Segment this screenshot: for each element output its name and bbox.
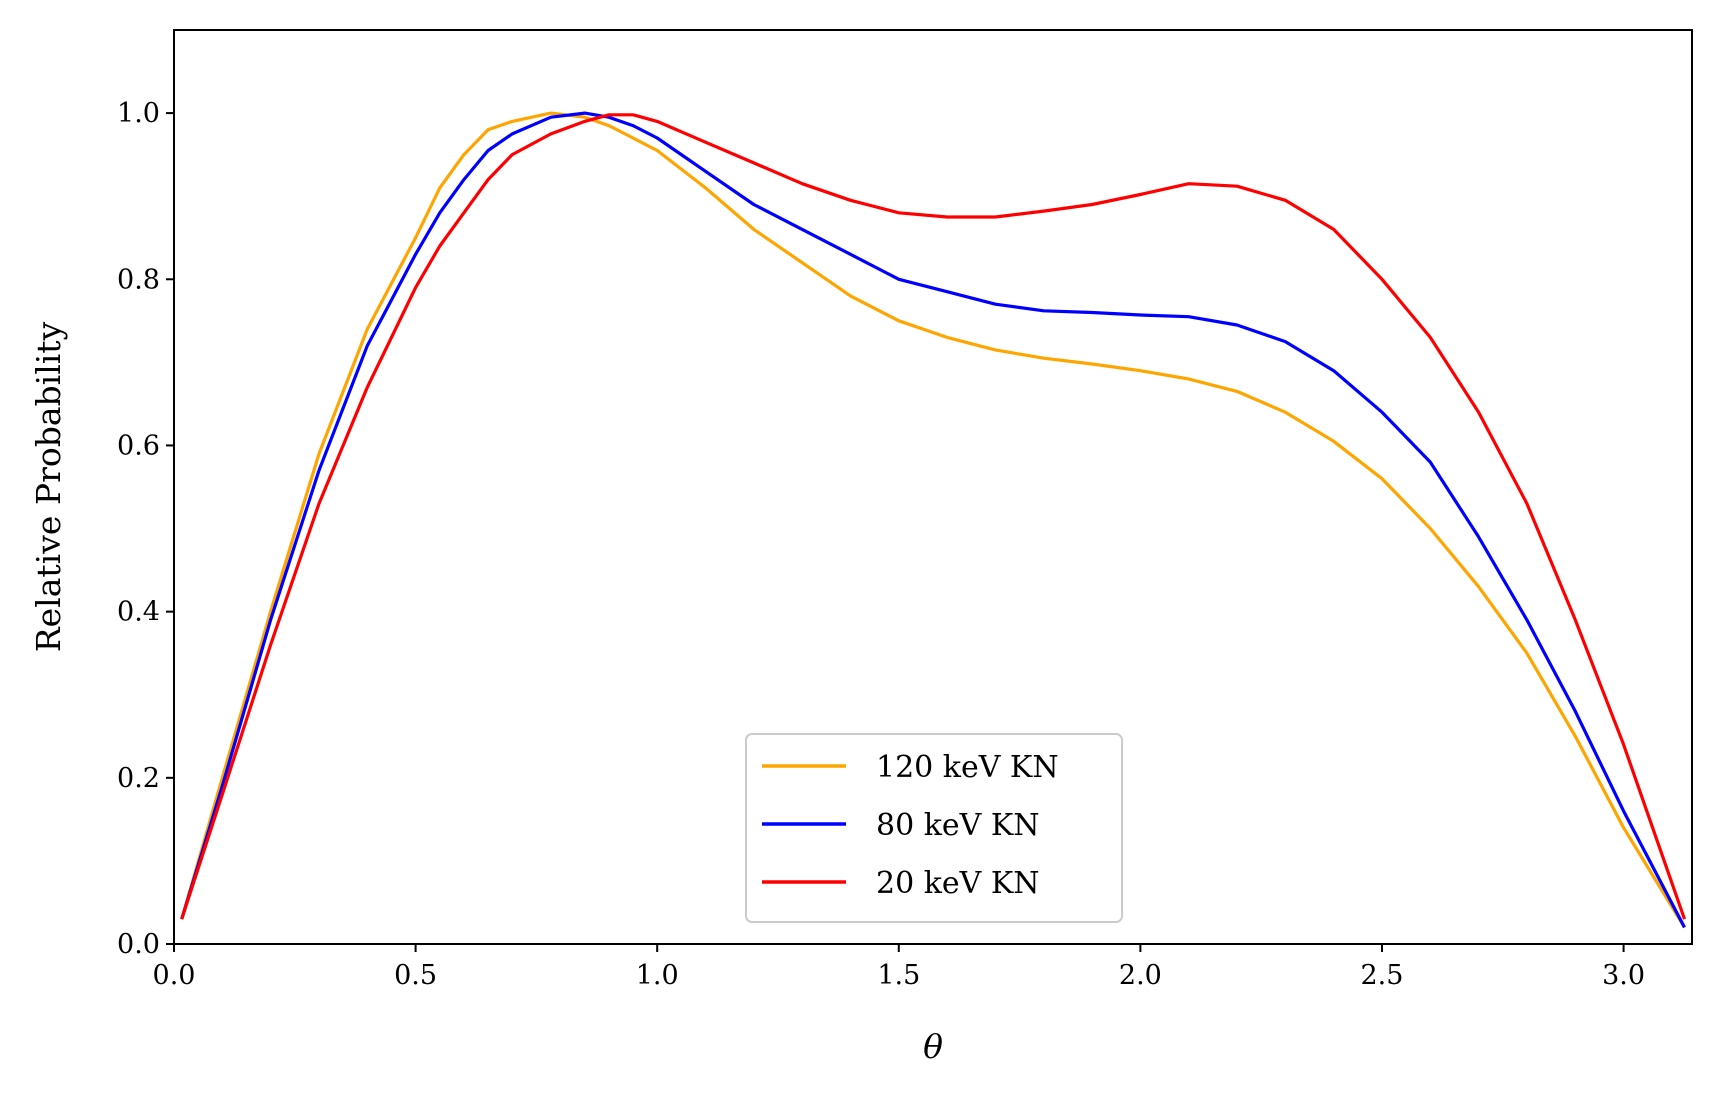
- y-axis-label: Relative Probability: [29, 321, 68, 652]
- x-tick-label: 1.0: [636, 960, 679, 991]
- y-tick-label: 0.8: [117, 264, 160, 295]
- series-line-0: [180, 111, 1686, 929]
- x-axis-label: θ: [923, 1027, 943, 1066]
- legend-label: 20 keV KN: [876, 866, 1040, 901]
- plot-frame: [173, 29, 1693, 945]
- x-tick-label: 0.5: [394, 960, 437, 991]
- series-line-2: [180, 113, 1687, 920]
- x-tick-label: 0.0: [153, 960, 196, 991]
- legend-box: [745, 733, 1123, 923]
- y-tick-label: 0.4: [117, 597, 160, 628]
- series-line-1: [180, 111, 1686, 929]
- x-tick-label: 3.0: [1602, 960, 1645, 991]
- plot-lines: [180, 111, 1687, 929]
- y-tick-label: 0.2: [117, 763, 160, 794]
- y-tick-label: 0.6: [117, 430, 160, 461]
- y-axis: 0.0 0.2 0.4 0.6 0.8 1.0: [117, 98, 174, 960]
- x-tick-label: 1.5: [877, 960, 920, 991]
- x-tick-label: 2.0: [1119, 960, 1162, 991]
- legend-label: 80 keV KN: [876, 808, 1040, 843]
- y-tick-label: 1.0: [117, 98, 160, 129]
- legend: 120 keV KN 80 keV KN 20 keV KN: [745, 733, 1123, 923]
- x-axis: 0.0 0.5 1.0 1.5 2.0 2.5 3.0: [153, 944, 1645, 991]
- legend-label: 120 keV KN: [876, 750, 1059, 785]
- y-tick-label: 0.0: [117, 929, 160, 960]
- x-tick-label: 2.5: [1361, 960, 1404, 991]
